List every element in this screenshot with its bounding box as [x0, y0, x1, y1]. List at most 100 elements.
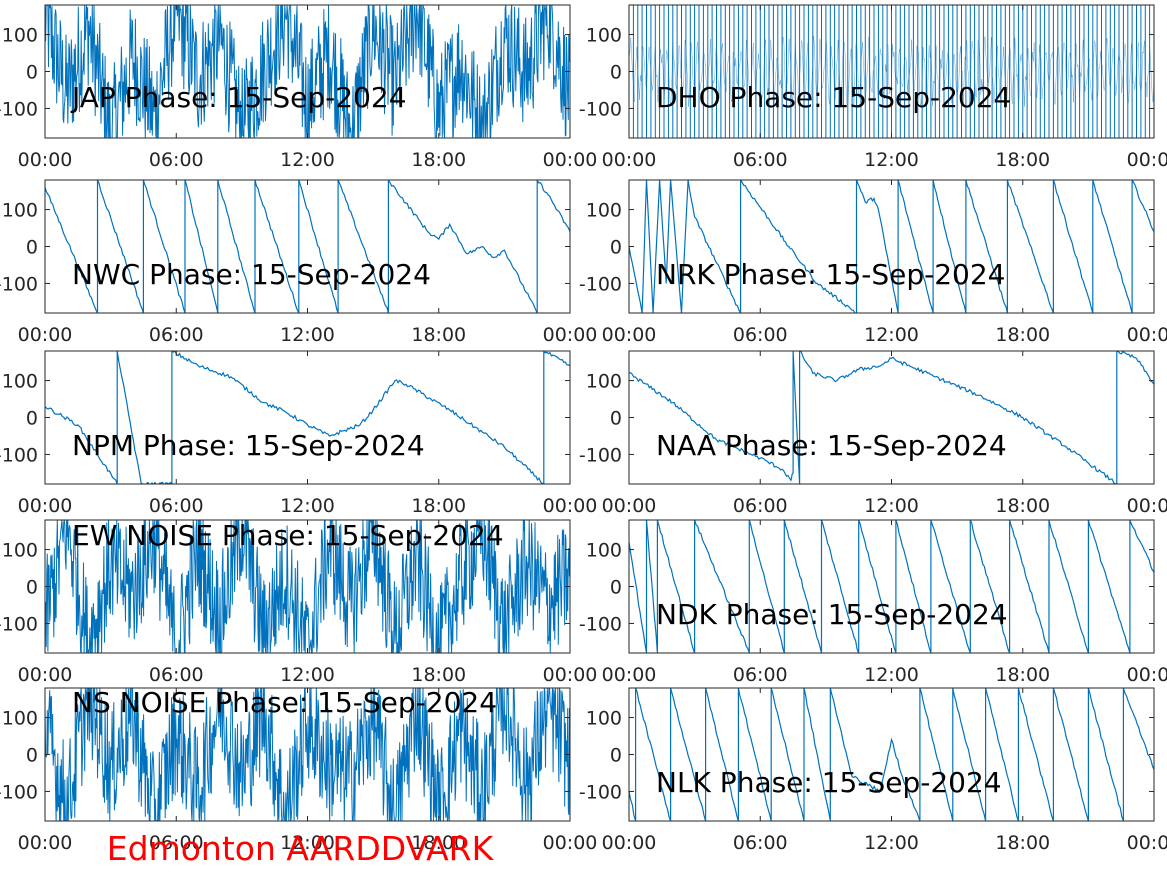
- x-tick-label: 12:00: [864, 149, 919, 171]
- x-tick-label: 12:00: [280, 495, 335, 517]
- x-tick-label: 00:00: [18, 832, 73, 854]
- x-tick-label: 12:00: [864, 324, 919, 346]
- phase-trace: [45, 688, 570, 821]
- y-tick-label: 0: [26, 237, 38, 259]
- panel-title: NS NOISE Phase: 15-Sep-2024: [72, 686, 497, 719]
- panel-5: -100 0 100 00:00 06:00 12:00 18:00 00:00 NPM Pha…: [0, 350, 598, 517]
- x-tick-label: 00:00: [1127, 495, 1167, 517]
- phase-series-line: [45, 5, 570, 138]
- x-tick-label: 12:00: [864, 664, 919, 686]
- panel-title: NRK Phase: 15-Sep-2024: [656, 258, 1005, 291]
- x-tick-label: 00:00: [1127, 664, 1167, 686]
- x-tick-label: 06:00: [149, 495, 204, 517]
- y-tick-label: -100: [579, 98, 622, 120]
- x-tick-label: 12:00: [280, 664, 335, 686]
- phase-trace: [629, 520, 1154, 653]
- phase-series-line: [45, 180, 570, 313]
- y-tick-label: -100: [579, 273, 622, 295]
- x-tick-label: 00:00: [602, 324, 657, 346]
- phase-trace: [629, 180, 1154, 313]
- phase-series-line: [629, 5, 1154, 138]
- x-tick-label: 00:00: [543, 324, 598, 346]
- x-tick-label: 18:00: [995, 149, 1050, 171]
- panel-8: -100 0 100 00:00 06:00 12:00 18:00 00:00 NDK Pha…: [579, 519, 1167, 686]
- y-tick-label: 0: [610, 237, 622, 259]
- phase-noise-band: [629, 35, 1154, 109]
- panel-title: NPM Phase: 15-Sep-2024: [72, 429, 425, 462]
- x-tick-label: 06:00: [733, 324, 788, 346]
- phase-trace: [45, 180, 570, 313]
- y-tick-label: 100: [2, 708, 38, 730]
- x-tick-label: 00:00: [543, 149, 598, 171]
- panel-title: NAA Phase: 15-Sep-2024: [656, 429, 1007, 462]
- phase-trace: [629, 351, 1154, 484]
- y-tick-label: 0: [26, 745, 38, 767]
- panel-title: NWC Phase: 15-Sep-2024: [72, 258, 431, 291]
- panel-title: DHO Phase: 15-Sep-2024: [656, 81, 1011, 114]
- phase-series-line: [45, 688, 570, 821]
- footer-station-label: Edmonton AARDDVARK: [107, 829, 495, 868]
- x-tick-label: 18:00: [995, 324, 1050, 346]
- y-tick-label: 100: [586, 708, 622, 730]
- x-tick-label: 06:00: [733, 832, 788, 854]
- phase-series-line: [45, 520, 570, 653]
- panel-4: -100 0 100 00:00 06:00 12:00 18:00 00:00 NRK Pha…: [579, 179, 1167, 346]
- x-tick-label: 12:00: [280, 149, 335, 171]
- phase-series-line: [629, 520, 1154, 653]
- y-tick-label: 0: [26, 408, 38, 430]
- y-tick-label: 100: [2, 25, 38, 47]
- x-tick-label: 18:00: [411, 149, 466, 171]
- x-tick-label: 18:00: [411, 664, 466, 686]
- y-tick-label: -100: [0, 98, 38, 120]
- panel-1: -100 0 100 00:00 06:00 12:00 18:00 00:00 JAP Pha…: [0, 4, 598, 171]
- x-tick-label: 12:00: [864, 832, 919, 854]
- x-tick-label: 00:00: [543, 495, 598, 517]
- y-tick-label: 100: [586, 540, 622, 562]
- x-tick-label: 06:00: [733, 664, 788, 686]
- x-tick-label: 06:00: [149, 664, 204, 686]
- panel-title: JAP Phase: 15-Sep-2024: [70, 81, 407, 114]
- x-tick-label: 18:00: [995, 495, 1050, 517]
- x-tick-label: 12:00: [280, 832, 335, 854]
- x-tick-label: 00:00: [602, 495, 657, 517]
- y-tick-label: 100: [586, 25, 622, 47]
- y-tick-label: -100: [0, 444, 38, 466]
- panel-10: -100 0 100 00:00 06:00 12:00 18:00 00:00 NLK Pha…: [579, 687, 1167, 854]
- x-tick-label: 18:00: [411, 832, 466, 854]
- panel-title: NLK Phase: 15-Sep-2024: [656, 766, 1002, 799]
- y-tick-label: 100: [586, 200, 622, 222]
- x-tick-label: 06:00: [149, 324, 204, 346]
- x-tick-label: 12:00: [280, 324, 335, 346]
- phase-trace: [629, 5, 1154, 138]
- y-tick-label: 100: [586, 371, 622, 393]
- x-tick-label: 00:00: [602, 832, 657, 854]
- x-tick-label: 00:00: [602, 664, 657, 686]
- y-tick-label: 100: [2, 540, 38, 562]
- x-tick-label: 18:00: [411, 495, 466, 517]
- y-tick-label: -100: [0, 613, 38, 635]
- y-tick-label: -100: [579, 781, 622, 803]
- y-tick-label: -100: [0, 273, 38, 295]
- y-tick-label: 100: [2, 200, 38, 222]
- phase-trace: [629, 688, 1154, 821]
- phase-series-line: [45, 351, 570, 484]
- x-tick-label: 06:00: [733, 495, 788, 517]
- phase-trace: [45, 351, 570, 484]
- x-tick-label: 00:00: [18, 149, 73, 171]
- panel-3: -100 0 100 00:00 06:00 12:00 18:00 00:00 NWC Pha…: [0, 179, 598, 346]
- x-tick-label: 06:00: [149, 832, 204, 854]
- y-tick-label: 0: [610, 745, 622, 767]
- phase-series-line: [629, 351, 1154, 484]
- y-tick-label: 0: [610, 577, 622, 599]
- x-tick-label: 18:00: [411, 324, 466, 346]
- panel-9: -100 0 100 00:00 06:00 12:00 18:00 00:00 NS NOIS…: [0, 686, 597, 854]
- x-tick-label: 18:00: [995, 664, 1050, 686]
- x-tick-label: 12:00: [864, 495, 919, 517]
- x-tick-label: 00:00: [1127, 324, 1167, 346]
- panel-2: -100 0 100 00:00 06:00 12:00 18:00 00:00 DHO Pha…: [579, 4, 1167, 171]
- x-tick-label: 06:00: [149, 149, 204, 171]
- phase-trace: [45, 520, 570, 653]
- x-tick-label: 00:00: [543, 832, 598, 854]
- y-tick-label: 0: [610, 62, 622, 84]
